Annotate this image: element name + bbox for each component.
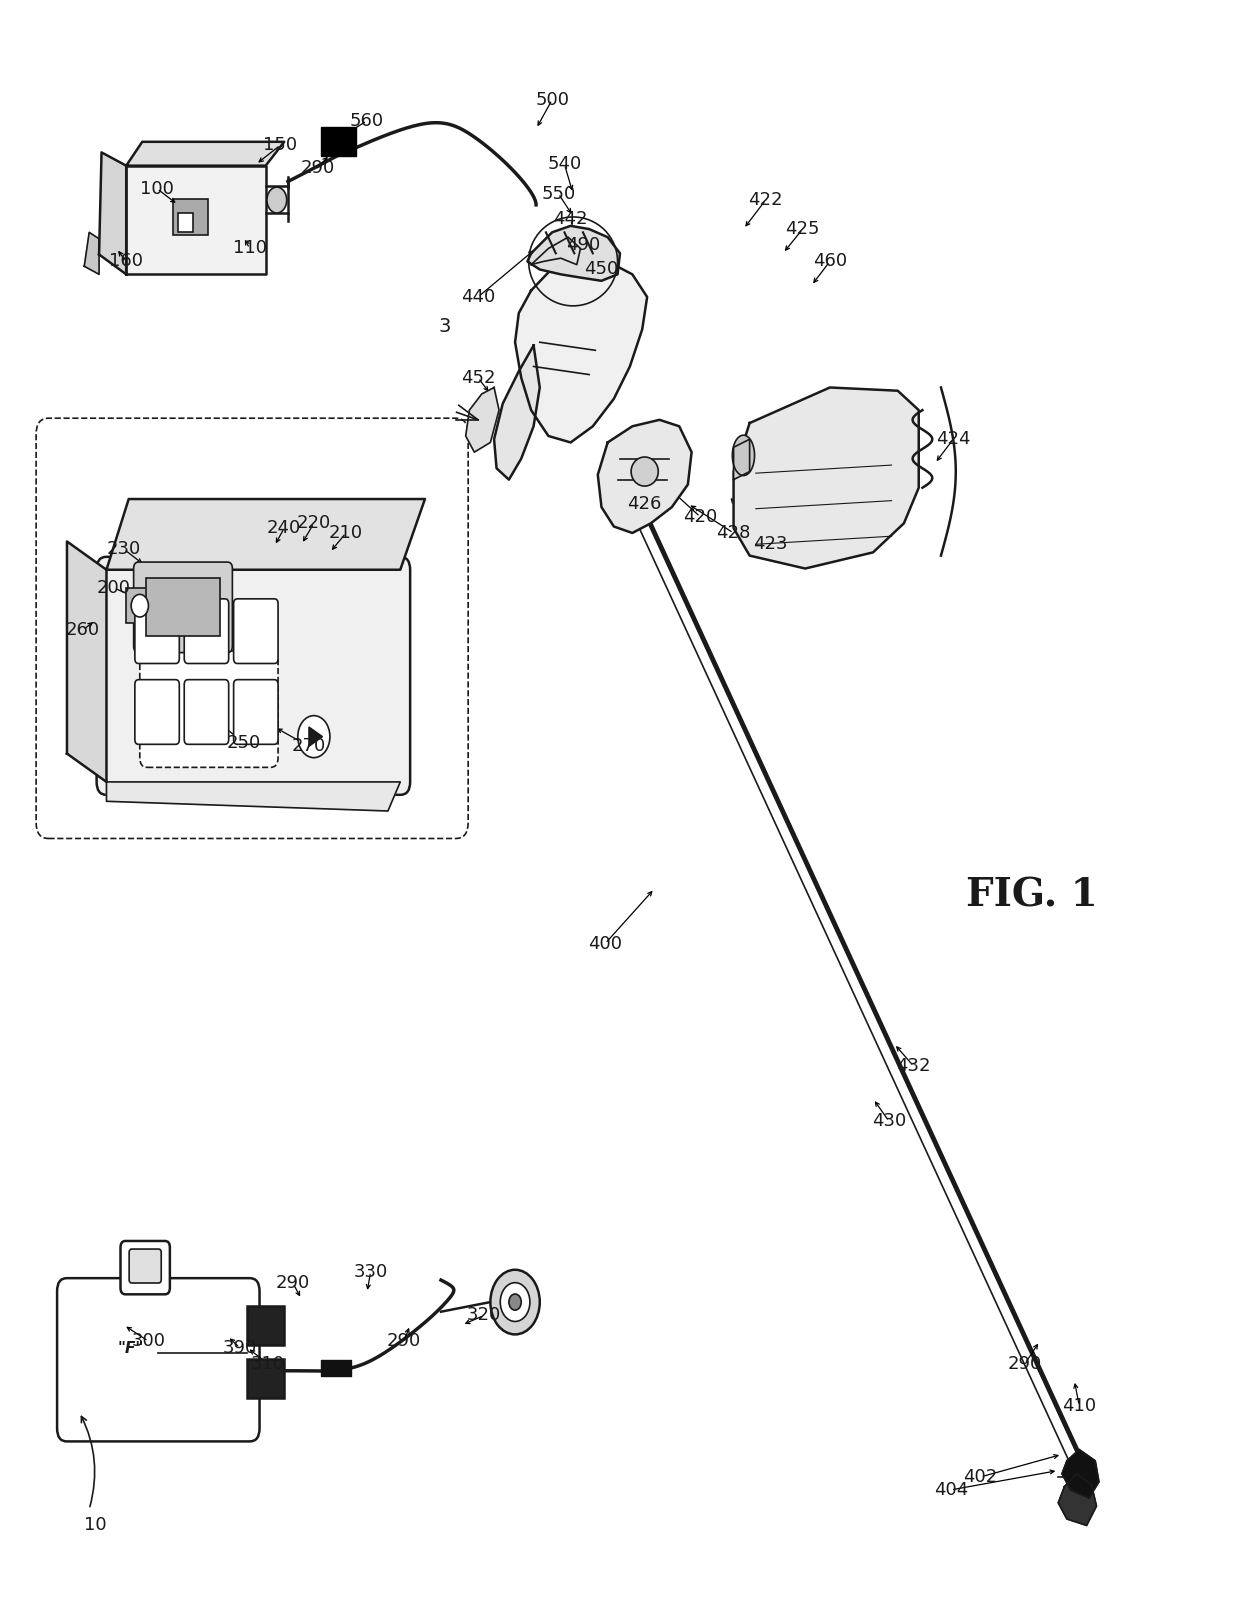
Text: 550: 550 [541, 185, 575, 203]
Polygon shape [126, 141, 284, 165]
Ellipse shape [631, 457, 658, 487]
Polygon shape [107, 782, 401, 811]
FancyBboxPatch shape [185, 680, 228, 744]
Polygon shape [515, 253, 647, 443]
Text: 150: 150 [263, 136, 298, 154]
Bar [174, 200, 207, 235]
Circle shape [267, 187, 286, 212]
Text: 310: 310 [252, 1354, 285, 1372]
Circle shape [298, 715, 330, 757]
Text: 560: 560 [350, 112, 384, 130]
Polygon shape [1058, 1474, 1096, 1525]
Text: 423: 423 [754, 535, 787, 553]
Polygon shape [99, 152, 126, 274]
Text: 290: 290 [275, 1273, 310, 1293]
Polygon shape [531, 237, 580, 264]
Text: 220: 220 [296, 514, 331, 532]
Text: 260: 260 [66, 621, 100, 639]
Ellipse shape [733, 435, 755, 475]
Text: 460: 460 [812, 253, 847, 271]
Text: 270: 270 [291, 738, 326, 756]
Text: 420: 420 [683, 508, 718, 526]
Text: 422: 422 [749, 191, 782, 209]
Text: 110: 110 [233, 240, 267, 258]
Text: 490: 490 [565, 237, 600, 255]
Bar [247, 1359, 284, 1398]
Polygon shape [1061, 1450, 1099, 1499]
Text: 320: 320 [467, 1306, 501, 1324]
FancyBboxPatch shape [120, 1241, 170, 1294]
FancyBboxPatch shape [129, 1249, 161, 1283]
Text: 250: 250 [227, 735, 260, 753]
Circle shape [508, 1294, 521, 1311]
Polygon shape [107, 500, 425, 569]
Bar [321, 127, 356, 156]
Text: 450: 450 [584, 261, 619, 279]
Text: 426: 426 [627, 495, 662, 513]
Text: 300: 300 [131, 1332, 165, 1350]
Text: 424: 424 [936, 430, 971, 448]
Text: 452: 452 [461, 368, 495, 386]
Polygon shape [466, 388, 498, 453]
FancyBboxPatch shape [135, 599, 180, 663]
Circle shape [131, 594, 149, 616]
Text: 430: 430 [872, 1113, 906, 1131]
Bar [179, 212, 193, 232]
Text: 330: 330 [353, 1262, 388, 1281]
Bar [247, 1306, 284, 1345]
Text: 425: 425 [785, 221, 820, 238]
Circle shape [490, 1270, 539, 1335]
Text: 442: 442 [553, 211, 588, 229]
Text: 210: 210 [329, 524, 363, 542]
Text: 3: 3 [439, 316, 451, 336]
Text: 404: 404 [934, 1481, 968, 1499]
Polygon shape [598, 420, 692, 534]
Text: 200: 200 [97, 579, 131, 597]
FancyBboxPatch shape [140, 650, 278, 767]
Text: FIG. 1: FIG. 1 [966, 876, 1097, 915]
Text: 440: 440 [461, 289, 495, 307]
Text: 540: 540 [547, 156, 582, 174]
Text: 390: 390 [223, 1338, 257, 1356]
Text: 160: 160 [109, 253, 144, 271]
Text: 400: 400 [588, 934, 622, 952]
Text: 290: 290 [387, 1332, 422, 1350]
Text: 410: 410 [1063, 1397, 1096, 1414]
Polygon shape [527, 225, 620, 281]
Text: 432: 432 [897, 1058, 931, 1075]
Text: 290: 290 [1008, 1354, 1042, 1372]
Text: 402: 402 [963, 1468, 998, 1486]
Text: "F": "F" [118, 1341, 144, 1356]
Polygon shape [126, 165, 265, 274]
Polygon shape [84, 232, 99, 274]
Polygon shape [309, 727, 322, 746]
Polygon shape [734, 440, 750, 480]
Text: 10: 10 [84, 1517, 107, 1534]
FancyBboxPatch shape [134, 563, 232, 652]
Text: 240: 240 [267, 519, 301, 537]
Circle shape [500, 1283, 529, 1322]
FancyBboxPatch shape [185, 599, 228, 663]
FancyBboxPatch shape [233, 680, 278, 744]
Text: 500: 500 [536, 91, 569, 109]
FancyBboxPatch shape [233, 599, 278, 663]
Polygon shape [734, 388, 919, 569]
Polygon shape [494, 345, 539, 480]
Text: 230: 230 [107, 540, 141, 558]
Bar [146, 577, 219, 636]
Text: 428: 428 [717, 524, 750, 542]
Text: 100: 100 [140, 180, 174, 198]
Text: 290: 290 [300, 159, 335, 177]
Polygon shape [67, 542, 107, 782]
FancyBboxPatch shape [135, 680, 180, 744]
FancyBboxPatch shape [57, 1278, 259, 1442]
Bar [126, 587, 154, 623]
FancyBboxPatch shape [97, 556, 410, 795]
